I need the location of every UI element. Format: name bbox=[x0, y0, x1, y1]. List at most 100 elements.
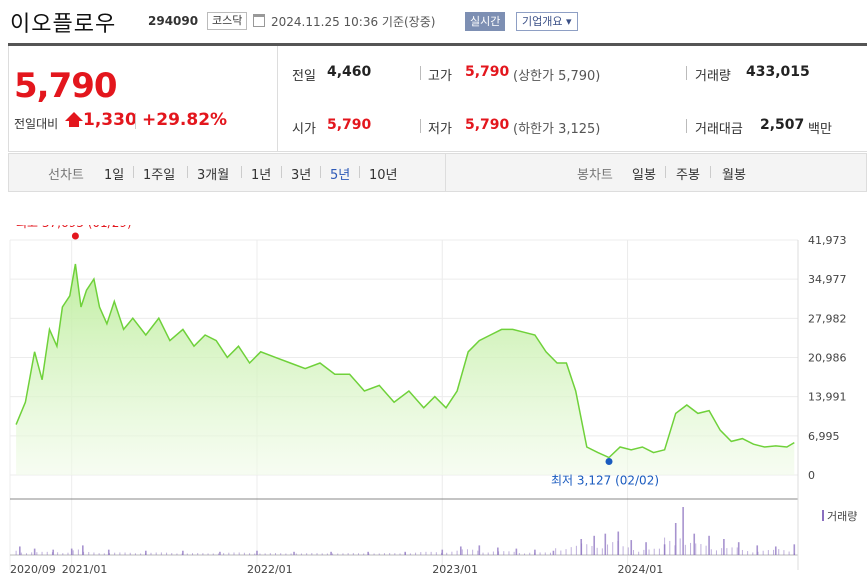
volume-bar bbox=[160, 552, 162, 555]
volume-bar bbox=[134, 553, 136, 555]
volume-bar bbox=[77, 549, 79, 555]
volume-bar bbox=[197, 553, 199, 555]
volume-bar bbox=[492, 551, 494, 555]
volume-bar bbox=[57, 552, 59, 555]
volume-bar bbox=[596, 547, 598, 555]
volume-bar bbox=[669, 540, 671, 555]
low-value: 5,790 bbox=[465, 117, 510, 133]
volume-bar bbox=[747, 551, 749, 555]
company-overview-button[interactable]: 기업개요 ▾ bbox=[516, 12, 578, 31]
volume-bar bbox=[293, 551, 295, 555]
volume-bar bbox=[757, 551, 759, 555]
volume-bar bbox=[762, 550, 764, 555]
volume-bar bbox=[409, 553, 411, 555]
volume-bar bbox=[612, 542, 614, 555]
high-label: 고가 bbox=[428, 69, 452, 84]
prev-close-label: 전일 bbox=[292, 69, 316, 84]
volume-bar bbox=[456, 550, 458, 555]
volume-bar bbox=[690, 542, 692, 555]
candle-chart-label: 봉차트 bbox=[577, 168, 613, 183]
volume-bar bbox=[352, 553, 354, 555]
volume-legend-label: 거래량 bbox=[827, 510, 858, 523]
volume-bar bbox=[33, 548, 36, 555]
up-arrow-icon bbox=[65, 112, 83, 121]
tab-monthly[interactable]: 월봉 bbox=[722, 168, 746, 183]
volume-bar bbox=[347, 553, 349, 555]
volume-bar bbox=[316, 553, 318, 555]
volume-bar bbox=[254, 553, 256, 555]
volume-bar bbox=[721, 548, 723, 555]
volume-bar bbox=[176, 553, 178, 555]
volume-bar bbox=[311, 553, 313, 555]
tab-weekly[interactable]: 주봉 bbox=[676, 168, 700, 183]
amount-value: 2,507 bbox=[760, 117, 805, 133]
y-tick-label: 20,986 bbox=[808, 352, 847, 365]
tab-10y[interactable]: 10년 bbox=[369, 168, 398, 183]
tab-3m[interactable]: 3개월 bbox=[197, 168, 230, 183]
volume-bar bbox=[513, 551, 515, 555]
volume-bar bbox=[723, 539, 725, 555]
volume-bar bbox=[114, 552, 116, 555]
volume-bar bbox=[726, 548, 728, 555]
volume-bar bbox=[630, 540, 633, 555]
tab-daily[interactable]: 일봉 bbox=[632, 168, 656, 183]
volume-bar bbox=[332, 553, 334, 555]
volume-bar bbox=[367, 551, 369, 555]
volume-value: 433,015 bbox=[746, 64, 810, 80]
prev-close-value: 4,460 bbox=[327, 64, 372, 80]
volume-bar bbox=[534, 549, 536, 555]
price-line bbox=[15, 263, 795, 459]
volume-bar bbox=[51, 552, 53, 555]
volume-bar bbox=[103, 553, 105, 555]
low-label: 저가 bbox=[428, 122, 452, 137]
tab-1y[interactable]: 1년 bbox=[251, 168, 272, 183]
volume-bar bbox=[643, 549, 645, 555]
volume-bar bbox=[466, 549, 468, 555]
high-marker bbox=[71, 232, 79, 240]
volume-bar bbox=[508, 551, 510, 555]
volume-bar bbox=[695, 543, 697, 555]
volume-bar bbox=[653, 548, 655, 555]
tab-separator bbox=[187, 166, 188, 178]
volume-bar bbox=[774, 546, 777, 555]
tab-5y[interactable]: 5년 bbox=[330, 168, 351, 183]
y-tick-label: 27,982 bbox=[808, 312, 847, 325]
volume-bar bbox=[306, 553, 308, 555]
tab-1d[interactable]: 1일 bbox=[104, 168, 125, 183]
realtime-button[interactable]: 실시간 bbox=[465, 12, 506, 31]
price-change-pct: +29.82% bbox=[142, 110, 228, 130]
volume-bar bbox=[243, 552, 245, 555]
y-tick-label: 34,977 bbox=[808, 273, 847, 286]
volume-bar bbox=[378, 553, 380, 555]
volume-bar bbox=[155, 552, 157, 555]
volume-bar bbox=[446, 552, 448, 555]
volume-bar bbox=[534, 552, 536, 555]
price-chart: 41,973 34,977 27,982 20,986 13,991 6,995 0 2020… bbox=[9, 225, 847, 576]
volume-bar bbox=[285, 553, 287, 555]
tab-1w[interactable]: 1주일 bbox=[143, 168, 176, 183]
volume-bar bbox=[300, 553, 302, 555]
tab-3y[interactable]: 3년 bbox=[291, 168, 312, 183]
volume-bar bbox=[404, 553, 406, 555]
volume-bar bbox=[736, 547, 738, 555]
volume-bar bbox=[217, 553, 219, 555]
y-tick-label: 41,973 bbox=[808, 234, 847, 247]
volume-bar bbox=[171, 553, 173, 555]
volume-bar bbox=[256, 550, 258, 555]
volume-bar bbox=[658, 548, 660, 555]
volume-bar bbox=[140, 553, 142, 555]
volume-bar bbox=[700, 544, 702, 555]
volume-bar bbox=[129, 552, 131, 555]
volume-bar bbox=[321, 553, 323, 555]
volume-bar bbox=[555, 548, 557, 555]
volume-bar bbox=[70, 548, 73, 555]
volume-bar bbox=[202, 553, 204, 555]
volume-bar bbox=[632, 550, 634, 555]
upper-limit: (상한가 5,790) bbox=[513, 69, 601, 84]
volume-bar bbox=[477, 550, 479, 555]
open-value: 5,790 bbox=[327, 117, 372, 133]
volume-bar bbox=[46, 551, 48, 555]
volume-bar bbox=[674, 545, 676, 555]
volume-bar bbox=[166, 552, 168, 555]
volume-bar bbox=[710, 549, 712, 555]
